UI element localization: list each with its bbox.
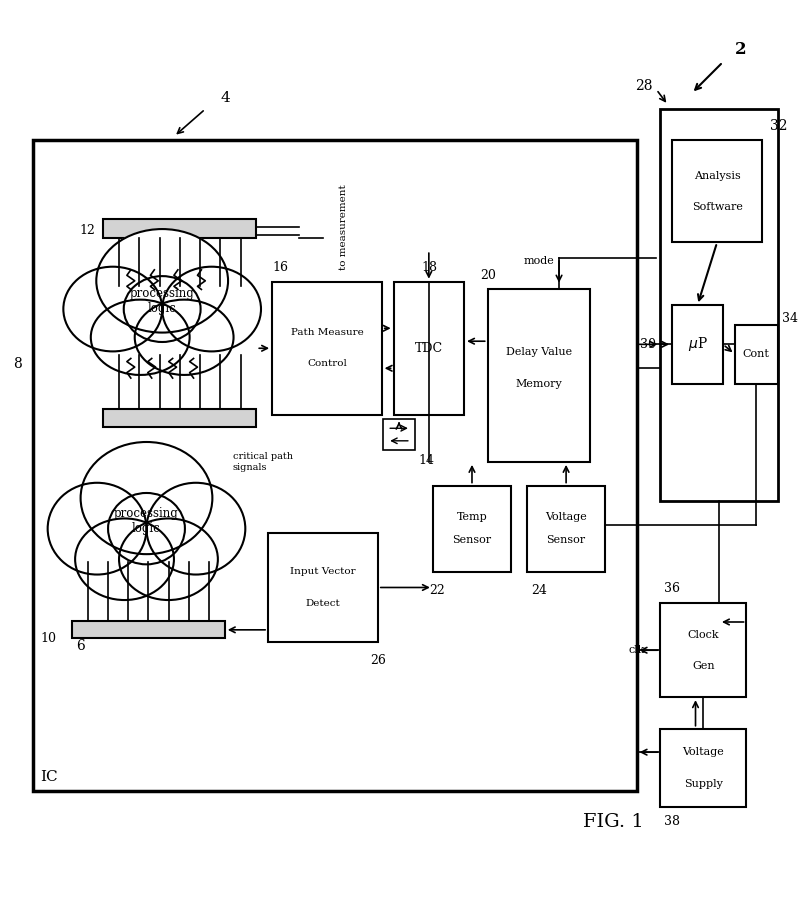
FancyBboxPatch shape — [660, 109, 778, 501]
Ellipse shape — [91, 299, 190, 375]
Text: Analysis: Analysis — [694, 171, 741, 181]
Text: Path Measure: Path Measure — [290, 328, 363, 337]
Text: Gen: Gen — [692, 661, 714, 671]
Text: 34: 34 — [782, 311, 798, 324]
Text: processing
logic: processing logic — [114, 507, 179, 535]
Text: Cont: Cont — [743, 349, 770, 359]
Ellipse shape — [108, 493, 185, 565]
Text: mode: mode — [523, 256, 554, 266]
Text: 28: 28 — [635, 79, 652, 93]
Text: 32: 32 — [770, 118, 787, 132]
Text: Detect: Detect — [306, 599, 340, 608]
FancyBboxPatch shape — [394, 282, 464, 415]
Text: 20: 20 — [480, 269, 496, 282]
Text: Sensor: Sensor — [453, 535, 491, 545]
Ellipse shape — [75, 518, 174, 600]
Ellipse shape — [146, 482, 246, 575]
FancyBboxPatch shape — [33, 140, 637, 792]
FancyBboxPatch shape — [527, 485, 606, 572]
Ellipse shape — [48, 482, 146, 575]
FancyBboxPatch shape — [272, 282, 382, 415]
Text: 36: 36 — [664, 582, 680, 595]
Ellipse shape — [96, 229, 228, 333]
Text: Control: Control — [307, 359, 347, 369]
Text: Voltage: Voltage — [682, 748, 724, 757]
Text: 18: 18 — [421, 261, 437, 274]
Text: 8: 8 — [13, 357, 22, 371]
Ellipse shape — [162, 267, 261, 351]
Text: 6: 6 — [76, 639, 85, 653]
Text: Clock: Clock — [687, 629, 719, 639]
FancyBboxPatch shape — [268, 532, 378, 642]
Text: Sensor: Sensor — [546, 535, 586, 545]
Text: clk: clk — [628, 645, 645, 655]
Text: 10: 10 — [40, 632, 56, 645]
Text: Voltage: Voltage — [546, 512, 587, 522]
Text: Memory: Memory — [515, 379, 562, 389]
FancyBboxPatch shape — [103, 409, 256, 427]
Text: $\mu$P: $\mu$P — [687, 335, 707, 353]
Text: Supply: Supply — [684, 779, 722, 788]
Text: Delay Value: Delay Value — [506, 347, 572, 358]
FancyBboxPatch shape — [103, 219, 256, 238]
FancyBboxPatch shape — [660, 729, 746, 807]
FancyBboxPatch shape — [734, 324, 778, 383]
FancyBboxPatch shape — [672, 140, 762, 242]
Text: 24: 24 — [531, 584, 546, 597]
FancyBboxPatch shape — [672, 305, 723, 383]
Text: 22: 22 — [429, 584, 445, 597]
Text: 4: 4 — [221, 91, 230, 105]
Text: TDC: TDC — [414, 342, 443, 355]
Text: 38: 38 — [664, 815, 680, 828]
Text: critical path
signals: critical path signals — [233, 453, 293, 471]
Text: 30: 30 — [640, 338, 656, 351]
FancyBboxPatch shape — [72, 621, 225, 638]
Ellipse shape — [119, 518, 218, 600]
FancyBboxPatch shape — [383, 419, 414, 450]
FancyBboxPatch shape — [433, 485, 511, 572]
Text: processing
logic: processing logic — [130, 287, 194, 315]
Text: IC: IC — [41, 770, 58, 784]
Text: Input Vector: Input Vector — [290, 567, 356, 577]
FancyBboxPatch shape — [488, 289, 590, 462]
Text: 16: 16 — [272, 261, 288, 274]
Text: FIG. 1: FIG. 1 — [582, 812, 643, 831]
Ellipse shape — [81, 442, 212, 554]
Text: 12: 12 — [80, 225, 95, 237]
Text: 14: 14 — [418, 455, 434, 468]
Text: to measurement: to measurement — [338, 184, 348, 270]
Ellipse shape — [134, 299, 234, 375]
FancyBboxPatch shape — [660, 603, 746, 698]
Text: 26: 26 — [370, 654, 386, 667]
Ellipse shape — [63, 267, 162, 351]
Text: Software: Software — [692, 202, 742, 213]
Text: Temp: Temp — [457, 512, 487, 522]
Text: 2: 2 — [734, 41, 746, 58]
Ellipse shape — [124, 276, 201, 342]
